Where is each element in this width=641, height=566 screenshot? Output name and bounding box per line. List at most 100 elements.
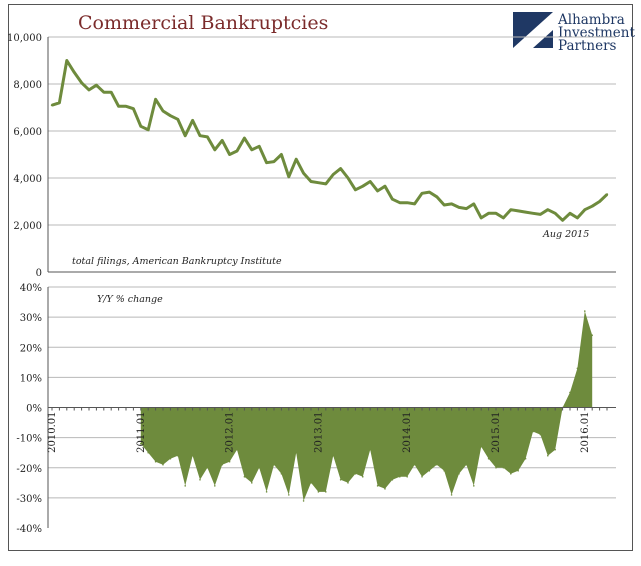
top-y-tick-label: 2,000 xyxy=(13,221,42,232)
filings-point xyxy=(539,213,542,216)
yoy-point xyxy=(251,482,253,484)
yoy-point xyxy=(384,488,386,490)
source-annotation: total filings, American Bankruptcy Insti… xyxy=(72,256,282,267)
filings-point xyxy=(398,201,401,204)
x-tick-label: 2014.01 xyxy=(402,412,413,453)
yoy-point xyxy=(473,485,475,487)
filings-points xyxy=(50,59,609,222)
filings-point xyxy=(272,160,276,163)
bottom-gridlines xyxy=(48,286,616,499)
filings-point xyxy=(517,209,520,213)
yoy-points xyxy=(140,310,593,502)
filings-point xyxy=(428,190,431,194)
yoy-point xyxy=(206,466,209,469)
filings-point xyxy=(576,216,579,220)
yoy-point xyxy=(436,463,438,466)
yoy-point xyxy=(295,451,298,454)
x-tick-label: 2011.01 xyxy=(136,412,147,453)
filings-point xyxy=(361,185,364,188)
filings-point xyxy=(509,208,512,211)
yoy-point xyxy=(539,433,542,436)
yoy-point xyxy=(399,475,401,478)
filings-point xyxy=(287,175,290,179)
date-annotation: Aug 2015 xyxy=(542,229,589,240)
filings-point xyxy=(383,185,387,188)
filings-point xyxy=(465,207,468,210)
yoy-point xyxy=(273,463,275,466)
filings-point xyxy=(324,182,327,186)
filings-point xyxy=(524,210,527,214)
filings-point xyxy=(317,181,320,184)
yoy-point xyxy=(184,485,186,487)
yoy-point xyxy=(376,485,379,487)
filings-point xyxy=(154,98,157,101)
yoy-point xyxy=(458,472,460,475)
filings-point xyxy=(561,219,564,222)
filings-point xyxy=(73,71,76,74)
yoy-point xyxy=(517,469,519,472)
yoy-point xyxy=(547,454,549,457)
yoy-point xyxy=(325,491,327,493)
bottom-y-tick-label: -20% xyxy=(16,464,42,475)
yoy-point xyxy=(339,479,342,481)
filings-point xyxy=(169,114,172,117)
filings-point xyxy=(391,197,394,201)
bottom-y-tick-label: -10% xyxy=(16,434,42,445)
yoy-point xyxy=(413,463,416,466)
filings-point xyxy=(110,91,113,94)
filings-point xyxy=(50,103,54,107)
filings-point xyxy=(346,176,350,180)
filings-point xyxy=(228,153,231,156)
filings-point xyxy=(376,189,379,193)
yoy-point xyxy=(487,457,490,460)
yoy-point xyxy=(584,310,586,312)
top-gridlines xyxy=(48,36,616,226)
top-y-tick-label: 0 xyxy=(36,268,42,279)
filings-point xyxy=(147,128,150,132)
filings-point xyxy=(420,192,424,195)
filings-point xyxy=(413,202,416,206)
filings-point xyxy=(221,139,224,142)
yoy-point xyxy=(302,500,305,502)
filings-point xyxy=(546,208,549,211)
filings-point xyxy=(243,136,246,140)
top-y-tick-label: 10,000 xyxy=(7,33,42,44)
x-tick-label: 2016.01 xyxy=(580,412,591,453)
filings-point xyxy=(369,180,372,183)
top-y-tick-label: 8,000 xyxy=(13,80,42,91)
filings-point xyxy=(295,158,298,161)
yoy-point xyxy=(347,482,349,484)
bottom-y-tick-label: 0% xyxy=(26,404,42,415)
filings-point xyxy=(132,107,135,110)
yoy-point xyxy=(406,475,409,478)
filings-point xyxy=(102,91,106,94)
filings-point xyxy=(58,101,61,105)
yoy-point xyxy=(354,472,357,475)
filings-point xyxy=(472,202,475,206)
yoy-point xyxy=(191,454,194,457)
yoy-point xyxy=(147,451,149,454)
yoy-point xyxy=(532,430,534,433)
filings-point xyxy=(235,149,239,153)
yoy-point xyxy=(258,466,261,469)
filings-point xyxy=(191,119,194,122)
filings-point xyxy=(435,195,438,198)
yoy-point xyxy=(502,466,505,469)
filings-point xyxy=(605,193,609,196)
yoy-point xyxy=(332,454,335,457)
yoy-point xyxy=(169,457,172,460)
filings-point xyxy=(265,161,268,164)
filings-point xyxy=(598,200,601,203)
yoy-point xyxy=(362,475,364,478)
filings-point xyxy=(80,81,83,85)
yoy-point xyxy=(310,482,312,484)
x-tick-label: 2012.01 xyxy=(225,412,236,453)
logo-line-1: Alhambra xyxy=(557,12,625,28)
yoy-point xyxy=(221,463,223,466)
yoy-annotation: Y/Y % change xyxy=(97,294,163,305)
filings-point xyxy=(332,173,335,176)
yoy-point xyxy=(591,334,593,337)
logo-line-3: Partners xyxy=(558,38,617,54)
filings-point xyxy=(443,203,446,207)
